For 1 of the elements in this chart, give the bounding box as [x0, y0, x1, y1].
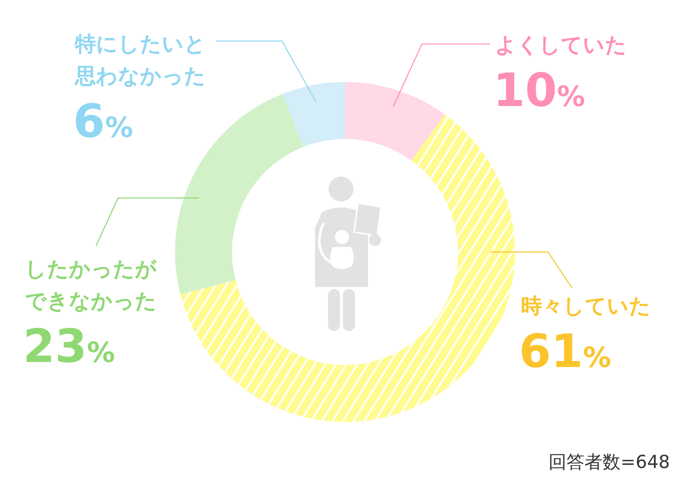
- text: 回答者数=648: [548, 452, 670, 473]
